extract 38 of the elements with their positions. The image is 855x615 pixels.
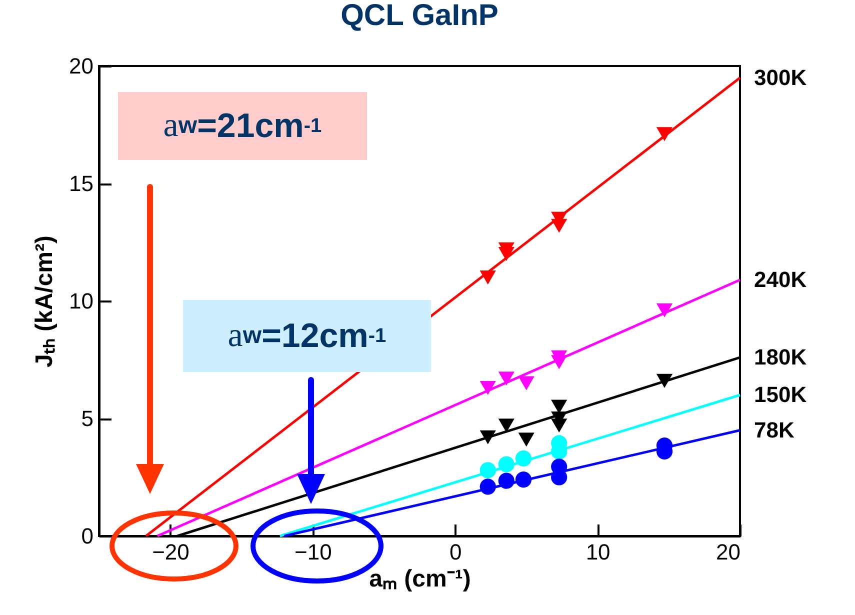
point [498,418,514,433]
chart-title: QCL GaInP [340,0,498,32]
y-tick-label: 15 [69,171,94,196]
series-label: 180K [754,344,807,370]
point [498,247,514,261]
y-axis-title: Jₜₕ (kA/cm²) [31,235,58,368]
point [480,478,496,495]
y-tick-label: 0 [81,524,94,548]
y-tick-label: 10 [69,288,94,314]
point [480,270,496,284]
series-label: 300K [754,64,807,90]
y-tick-label: 5 [81,406,94,431]
point [551,355,568,370]
point [656,303,673,318]
point [656,127,673,142]
series-label: 150K [754,382,807,407]
point [498,472,514,489]
point [518,432,534,447]
point [480,430,496,444]
x-tick-label: 0 [449,540,462,564]
series-label: 78K [754,417,794,442]
x-tick-label: 20 [716,540,740,564]
point [518,376,534,390]
point [551,218,568,233]
point [498,372,514,386]
x-tick-label: −10 [294,540,332,564]
point [480,462,496,478]
y-tick-label: 20 [69,54,94,78]
point [551,418,568,433]
point [656,374,673,388]
x-tick-label: 10 [586,540,610,564]
point [498,456,514,472]
x-tick-label: −20 [152,540,190,564]
series-label: 240K [754,266,807,292]
point [515,472,532,488]
point [480,380,496,395]
point [515,450,532,466]
x-axis-title: aₘ (cm⁻¹) [369,566,471,592]
